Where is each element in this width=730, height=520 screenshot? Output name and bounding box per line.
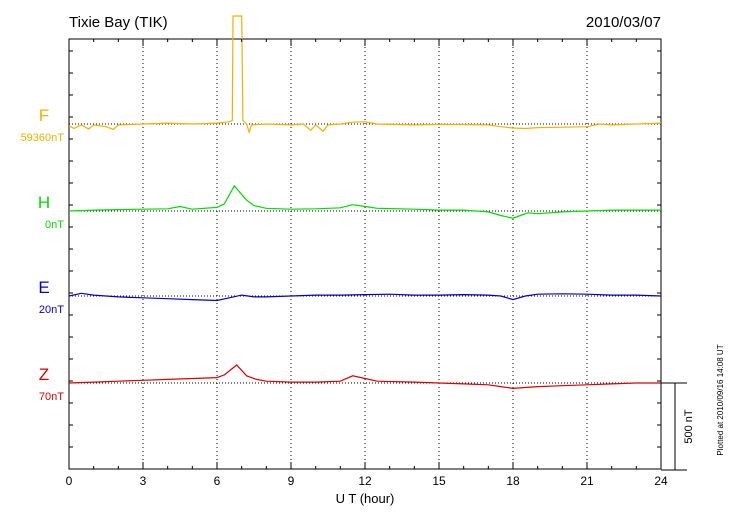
x-tick-labels: 0 3 6 9 12 15 18 21 24 xyxy=(66,474,668,488)
baseline-value-F: 59360nT xyxy=(21,132,65,144)
component-name-F: F xyxy=(39,106,49,125)
scale-bar: 500 nT xyxy=(661,382,695,471)
chart-date: 2010/03/07 xyxy=(586,14,661,31)
trace-F xyxy=(68,15,662,135)
plot-timestamp-note: Plotted at 2010/09/16 14:08 UT xyxy=(716,344,725,455)
scale-bar-label: 500 nT xyxy=(683,409,695,444)
x-tick-label-15: 15 xyxy=(432,474,446,488)
x-tick-label-18: 18 xyxy=(506,474,520,488)
x-tick-label-24: 24 xyxy=(654,474,668,488)
component-name-Z: Z xyxy=(39,365,49,384)
component-name-H: H xyxy=(38,193,50,212)
trace-E xyxy=(68,292,662,302)
y-ticks xyxy=(69,50,661,448)
component-labels: F 59360nT H 0nT E 20nT Z 70nT xyxy=(21,106,65,403)
x-axis-label: U T (hour) xyxy=(336,491,395,506)
chart-title: Tixie Bay (TIK) xyxy=(69,14,168,31)
x-tick-label-21: 21 xyxy=(580,474,594,488)
baselines xyxy=(69,123,661,384)
x-tick-label-6: 6 xyxy=(214,474,221,488)
trace-H xyxy=(68,184,661,219)
baseline-value-H: 0nT xyxy=(45,219,64,231)
trace-Z xyxy=(68,364,661,390)
x-tick-label-3: 3 xyxy=(140,474,147,488)
vertical-grid xyxy=(142,39,588,469)
x-tick-label-12: 12 xyxy=(358,474,372,488)
component-name-E: E xyxy=(38,278,49,297)
x-ticks xyxy=(68,39,662,469)
traces xyxy=(68,15,662,390)
x-tick-label-0: 0 xyxy=(66,474,73,488)
baseline-value-Z: 70nT xyxy=(39,391,64,403)
baseline-value-E: 20nT xyxy=(39,304,64,316)
x-tick-label-9: 9 xyxy=(288,474,295,488)
